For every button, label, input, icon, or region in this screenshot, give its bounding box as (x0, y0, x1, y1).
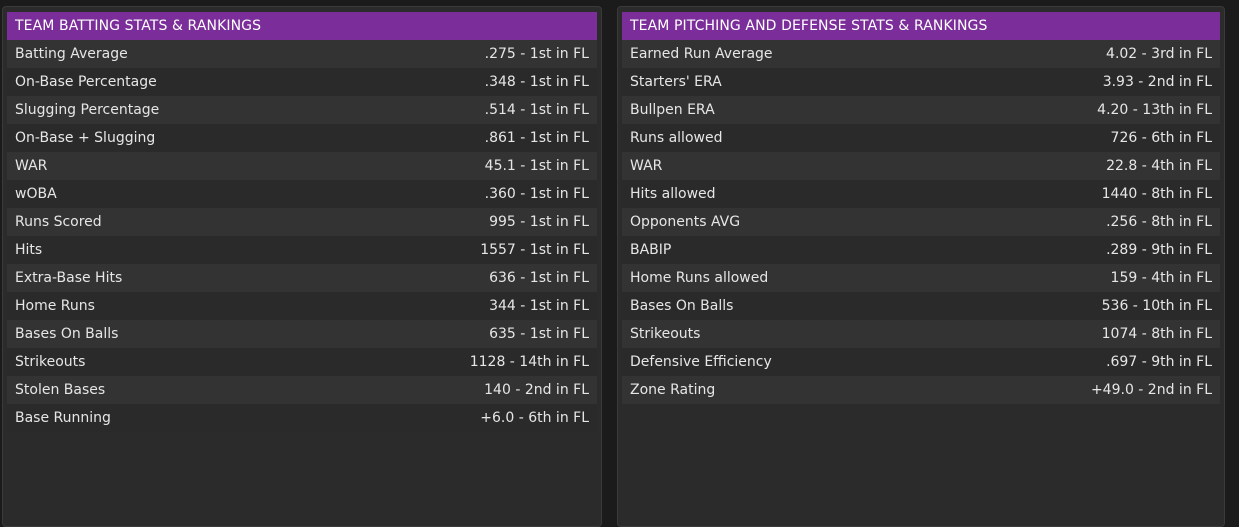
stat-value: 1557 - 1st in FL (480, 242, 589, 258)
stat-value: .275 - 1st in FL (484, 46, 589, 62)
stat-value: 140 - 2nd in FL (484, 382, 589, 398)
stat-label: Stolen Bases (15, 382, 106, 398)
stat-label: Runs Scored (15, 214, 102, 230)
stat-value: .348 - 1st in FL (484, 74, 589, 90)
pitching-stat-row: Hits allowed 1440 - 8th in FL (622, 180, 1220, 208)
stat-label: Slugging Percentage (15, 102, 160, 118)
stat-label: Opponents AVG (630, 214, 741, 230)
stat-label: Strikeouts (630, 326, 701, 342)
batting-stat-row: Extra-Base Hits 636 - 1st in FL (7, 264, 597, 292)
stat-value: 636 - 1st in FL (489, 270, 589, 286)
batting-stat-row: Batting Average .275 - 1st in FL (7, 40, 597, 68)
pitching-stat-row: Earned Run Average 4.02 - 3rd in FL (622, 40, 1220, 68)
window-edge (1225, 6, 1239, 527)
stat-label: On-Base Percentage (15, 74, 157, 90)
batting-stat-row: Base Running +6.0 - 6th in FL (7, 404, 597, 432)
stat-value: 159 - 4th in FL (1110, 270, 1212, 286)
stat-value: .360 - 1st in FL (484, 186, 589, 202)
stat-label: Home Runs (15, 298, 95, 314)
stat-label: Starters' ERA (630, 74, 722, 90)
stat-label: WAR (630, 158, 663, 174)
stat-value: 635 - 1st in FL (489, 326, 589, 342)
stat-label: Bases On Balls (630, 298, 734, 314)
batting-stat-row: On-Base + Slugging .861 - 1st in FL (7, 124, 597, 152)
stat-value: 4.02 - 3rd in FL (1106, 46, 1212, 62)
pitching-panel-title: TEAM PITCHING AND DEFENSE STATS & RANKIN… (622, 12, 1220, 40)
batting-stat-row: Bases On Balls 635 - 1st in FL (7, 320, 597, 348)
stat-value: .861 - 1st in FL (484, 130, 589, 146)
batting-stat-row: Runs Scored 995 - 1st in FL (7, 208, 597, 236)
pitching-stat-row: BABIP .289 - 9th in FL (622, 236, 1220, 264)
stat-label: Runs allowed (630, 130, 723, 146)
stat-value: +6.0 - 6th in FL (480, 410, 589, 426)
batting-stat-row: Strikeouts 1128 - 14th in FL (7, 348, 597, 376)
stat-label: Base Running (15, 410, 111, 426)
pitching-stat-row: Starters' ERA 3.93 - 2nd in FL (622, 68, 1220, 96)
batting-stat-row: WAR 45.1 - 1st in FL (7, 152, 597, 180)
batting-stat-row: Hits 1557 - 1st in FL (7, 236, 597, 264)
stat-label: Hits (15, 242, 43, 258)
batting-stats-panel: TEAM BATTING STATS & RANKINGS Batting Av… (2, 6, 602, 527)
stat-label: Strikeouts (15, 354, 86, 370)
stat-value: 4.20 - 13th in FL (1097, 102, 1212, 118)
pitching-stat-row: WAR 22.8 - 4th in FL (622, 152, 1220, 180)
pitching-stat-row: Opponents AVG .256 - 8th in FL (622, 208, 1220, 236)
stat-value: 1074 - 8th in FL (1101, 326, 1212, 342)
batting-stat-row: Stolen Bases 140 - 2nd in FL (7, 376, 597, 404)
stat-value: 45.1 - 1st in FL (484, 158, 589, 174)
pitching-stats-list: Earned Run Average 4.02 - 3rd in FL Start… (622, 40, 1220, 404)
stat-label: Earned Run Average (630, 46, 773, 62)
stat-label: wOBA (15, 186, 57, 202)
stat-value: .256 - 8th in FL (1106, 214, 1212, 230)
stat-value: 344 - 1st in FL (489, 298, 589, 314)
batting-panel-title: TEAM BATTING STATS & RANKINGS (7, 12, 597, 40)
pitching-stat-row: Strikeouts 1074 - 8th in FL (622, 320, 1220, 348)
pitching-stat-row: Home Runs allowed 159 - 4th in FL (622, 264, 1220, 292)
stat-value: .514 - 1st in FL (484, 102, 589, 118)
pitching-stat-row: Bullpen ERA 4.20 - 13th in FL (622, 96, 1220, 124)
stat-value: +49.0 - 2nd in FL (1090, 382, 1212, 398)
stat-value: 1128 - 14th in FL (469, 354, 589, 370)
stat-label: Extra-Base Hits (15, 270, 123, 286)
pitching-stat-row: Zone Rating +49.0 - 2nd in FL (622, 376, 1220, 404)
batting-stat-row: On-Base Percentage .348 - 1st in FL (7, 68, 597, 96)
batting-stat-row: Home Runs 344 - 1st in FL (7, 292, 597, 320)
stat-value: 726 - 6th in FL (1110, 130, 1212, 146)
pitching-defense-stats-panel: TEAM PITCHING AND DEFENSE STATS & RANKIN… (617, 6, 1225, 527)
stat-label: On-Base + Slugging (15, 130, 156, 146)
stat-value: 22.8 - 4th in FL (1106, 158, 1212, 174)
stat-label: Batting Average (15, 46, 128, 62)
stat-value: 3.93 - 2nd in FL (1102, 74, 1212, 90)
pitching-stat-row: Defensive Efficiency .697 - 9th in FL (622, 348, 1220, 376)
pitching-stat-row: Runs allowed 726 - 6th in FL (622, 124, 1220, 152)
stat-value: 995 - 1st in FL (489, 214, 589, 230)
stat-label: Defensive Efficiency (630, 354, 772, 370)
stat-label: Hits allowed (630, 186, 716, 202)
batting-stats-list: Batting Average .275 - 1st in FL On-Base … (7, 40, 597, 432)
stat-label: Home Runs allowed (630, 270, 769, 286)
stat-value: 1440 - 8th in FL (1101, 186, 1212, 202)
stat-value: .697 - 9th in FL (1106, 354, 1212, 370)
stat-label: Zone Rating (630, 382, 716, 398)
stat-value: 536 - 10th in FL (1101, 298, 1212, 314)
batting-stat-row: Slugging Percentage .514 - 1st in FL (7, 96, 597, 124)
stat-label: Bases On Balls (15, 326, 119, 342)
stat-label: BABIP (630, 242, 672, 258)
pitching-stat-row: Bases On Balls 536 - 10th in FL (622, 292, 1220, 320)
stat-value: .289 - 9th in FL (1106, 242, 1212, 258)
stat-label: Bullpen ERA (630, 102, 715, 118)
stat-label: WAR (15, 158, 48, 174)
batting-stat-row: wOBA .360 - 1st in FL (7, 180, 597, 208)
